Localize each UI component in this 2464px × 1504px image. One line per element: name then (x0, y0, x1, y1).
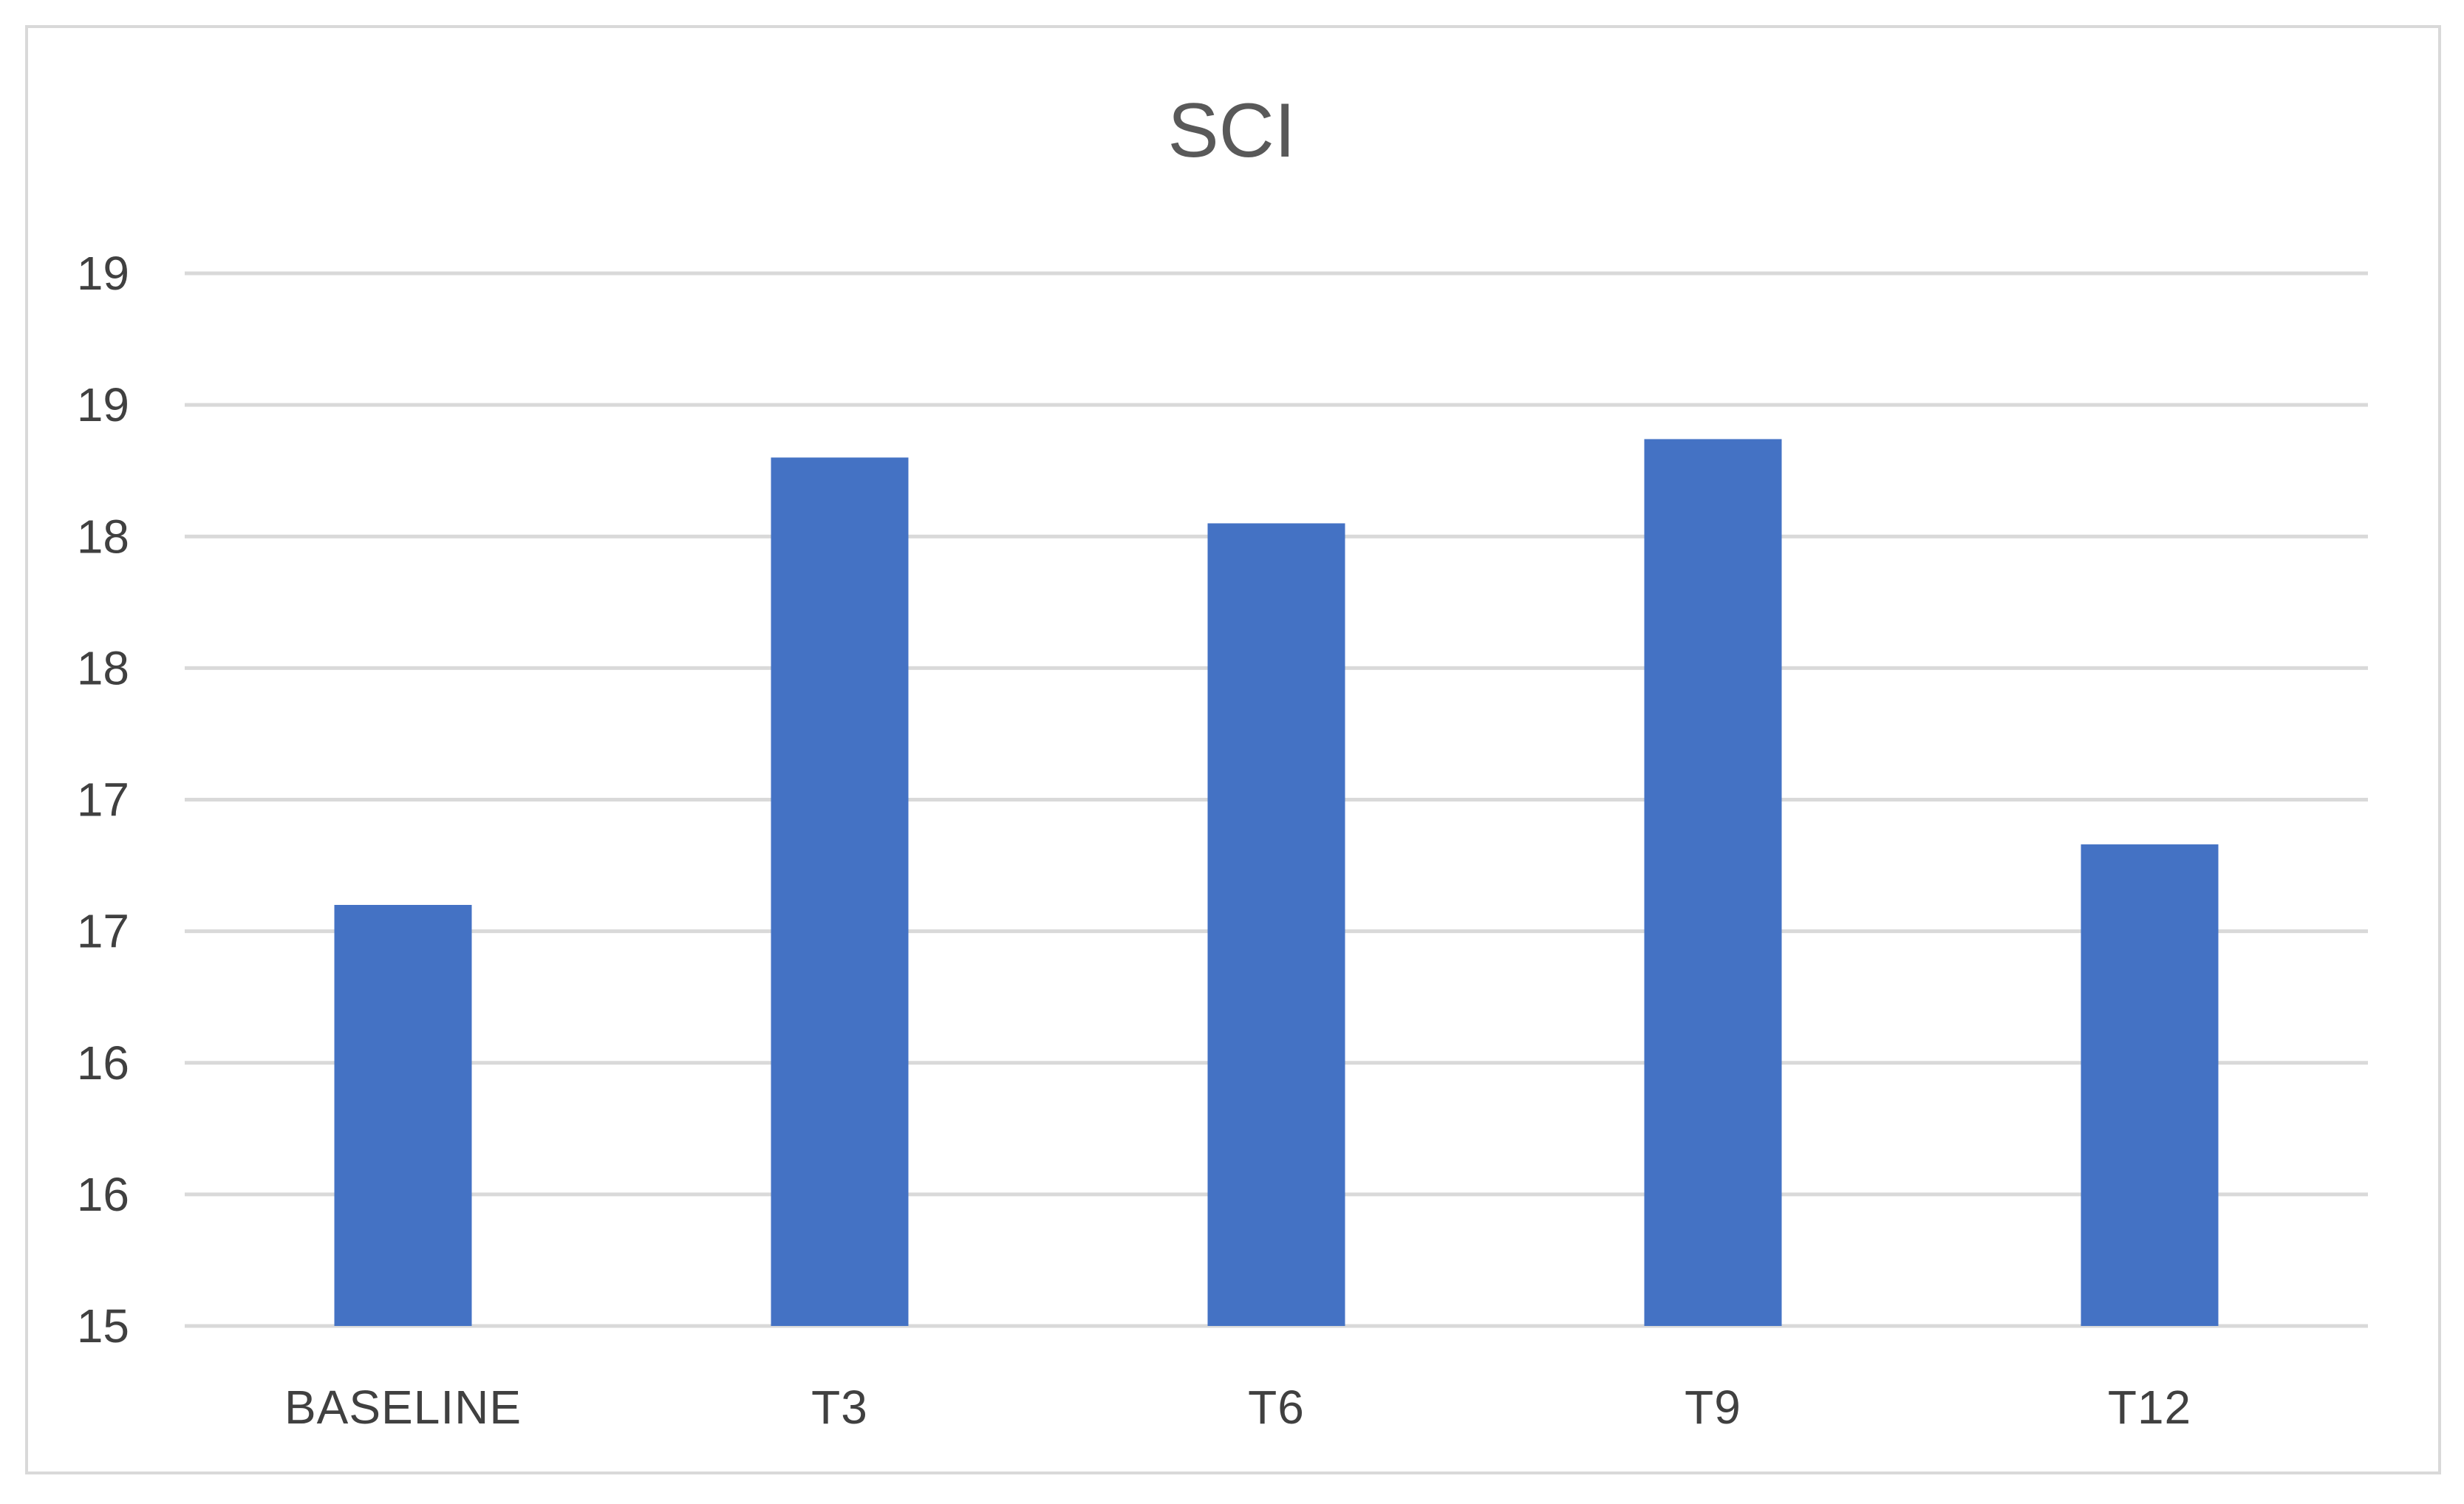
y-tick-label: 16 (77, 1168, 129, 1221)
x-axis-labels: BASELINE T3 T6 T9 T12 (284, 1381, 2191, 1434)
x-tick-label: T3 (811, 1381, 868, 1434)
y-tick-label: 19 (77, 378, 129, 431)
y-tick-label: 15 (77, 1299, 129, 1353)
bar-t9 (1644, 439, 1782, 1326)
y-tick-label: 18 (77, 641, 129, 694)
bar-t12 (2081, 844, 2219, 1326)
y-tick-label: 19 (77, 247, 129, 300)
x-tick-label: T9 (1685, 1381, 1741, 1434)
y-tick-label: 18 (77, 510, 129, 563)
bar-t3 (771, 457, 909, 1326)
x-tick-label: T12 (2108, 1381, 2191, 1434)
y-axis-ticks: 15 16 16 17 17 18 18 19 19 (77, 247, 129, 1353)
chart-title: SCI (1167, 88, 1295, 174)
y-tick-label: 17 (77, 773, 129, 827)
y-tick-label: 16 (77, 1036, 129, 1090)
x-tick-label: BASELINE (284, 1381, 522, 1434)
x-tick-label: T6 (1248, 1381, 1305, 1434)
bars (334, 439, 2219, 1326)
bar-baseline (334, 905, 472, 1326)
bar-t6 (1207, 523, 1345, 1326)
y-tick-label: 17 (77, 905, 129, 958)
